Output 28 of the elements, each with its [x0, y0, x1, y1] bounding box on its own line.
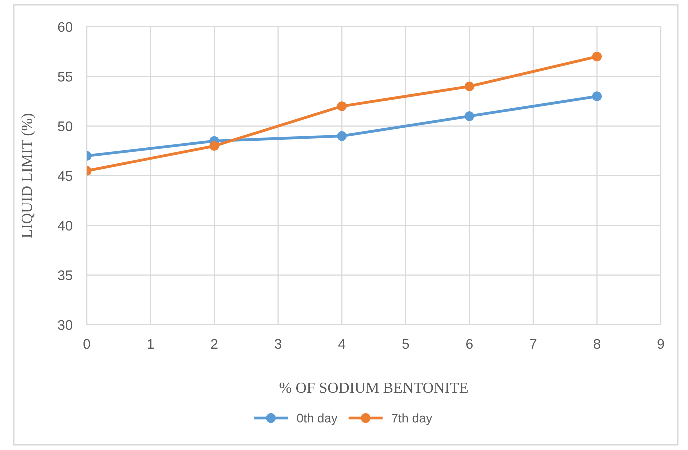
y-tick-label: 30 [58, 320, 73, 330]
point [337, 131, 347, 142]
x-tick-label: 6 [466, 339, 473, 350]
y-tick-label: 40 [58, 221, 73, 231]
point [592, 92, 602, 102]
point [464, 112, 475, 122]
y-tick-label: 55 [58, 72, 73, 82]
point [210, 141, 220, 152]
y-tick-label: 60 [58, 22, 73, 32]
x-tick-label: 8 [594, 339, 600, 350]
x-tick-label: 5 [402, 339, 410, 350]
x-tick-label: 4 [338, 339, 346, 349]
y-axis-title: LIQUID LIMIT (%) [22, 114, 36, 238]
point [464, 82, 475, 92]
x-tick-label: 1 [148, 339, 154, 349]
y-tick-label: 35 [58, 270, 73, 281]
x-tick-label: 2 [211, 339, 218, 349]
x-tick-label: 9 [658, 339, 664, 350]
x-axis-title: % OF SODIUM BENTONITE [280, 382, 468, 394]
point [592, 52, 602, 62]
legend-label: 0th day [297, 414, 338, 426]
x-tick-label: 7 [530, 339, 537, 349]
y-tick-label: 45 [58, 171, 73, 182]
x-tick-label: 0 [84, 339, 90, 350]
y-tick-label: 50 [58, 122, 73, 132]
x-tick-label: 3 [275, 339, 282, 350]
point [337, 102, 347, 112]
legend-label: 7th day [392, 414, 432, 426]
